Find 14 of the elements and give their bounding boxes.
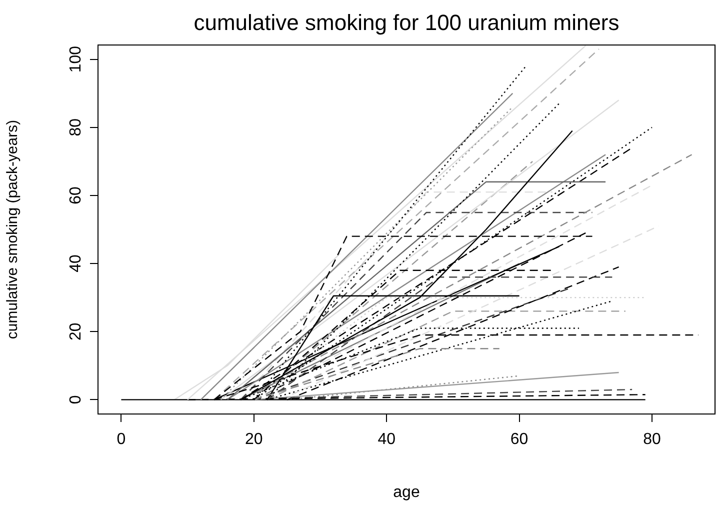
y-tick-label: 40 [67, 254, 84, 272]
x-tick-label: 40 [378, 431, 396, 448]
x-axis-title: age [393, 484, 420, 501]
chart-title: cumulative smoking for 100 uranium miners [194, 10, 620, 35]
y-tick-label: 80 [67, 118, 84, 136]
y-tick-label: 60 [67, 186, 84, 204]
y-axis-title: cumulative smoking (pack-years) [4, 120, 22, 340]
x-tick-label: 0 [116, 431, 126, 448]
x-tick-label: 60 [510, 431, 528, 448]
y-tick-label: 100 [67, 46, 84, 73]
x-tick-label: 20 [245, 431, 263, 448]
x-tick-label: 80 [643, 431, 661, 448]
y-tick-label: 20 [67, 322, 84, 341]
y-tick-label: 0 [67, 395, 84, 404]
